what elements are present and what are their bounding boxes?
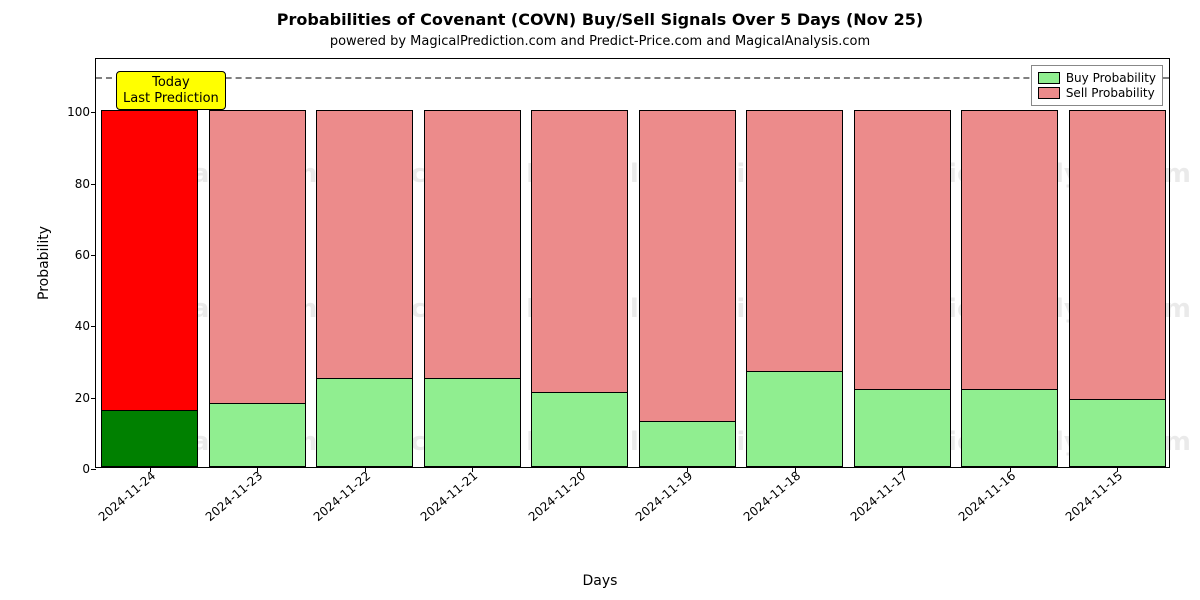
buy-bar	[531, 392, 628, 467]
x-tick-label: 2024-11-16	[954, 467, 1018, 524]
today-callout: Today Last Prediction	[116, 71, 226, 110]
chart-title: Probabilities of Covenant (COVN) Buy/Sel…	[0, 10, 1200, 29]
x-tick-label: 2024-11-15	[1062, 467, 1126, 524]
y-tick-mark	[91, 398, 96, 399]
legend-label: Sell Probability	[1066, 86, 1155, 100]
x-tick-label: 2024-11-21	[417, 467, 481, 524]
legend-swatch	[1038, 87, 1060, 99]
x-axis-label: Days	[583, 573, 618, 589]
buy-bar	[961, 389, 1058, 467]
buy-bar	[639, 421, 736, 467]
callout-line2: Last Prediction	[123, 91, 219, 107]
y-tick-mark	[91, 112, 96, 113]
chart-subtitle: powered by MagicalPrediction.com and Pre…	[0, 34, 1200, 49]
sell-bar	[639, 110, 736, 467]
buy-bar	[209, 403, 306, 467]
y-axis-label: Probability	[36, 226, 52, 300]
x-tick-label: 2024-11-18	[739, 467, 803, 524]
legend-label: Buy Probability	[1066, 71, 1156, 85]
legend-item: Sell Probability	[1038, 86, 1156, 100]
y-tick-mark	[91, 469, 96, 470]
y-tick-mark	[91, 184, 96, 185]
y-tick-mark	[91, 326, 96, 327]
buy-bar	[746, 371, 843, 467]
legend: Buy ProbabilitySell Probability	[1031, 65, 1163, 106]
legend-swatch	[1038, 72, 1060, 84]
callout-line1: Today	[123, 75, 219, 91]
y-tick-mark	[91, 255, 96, 256]
legend-item: Buy Probability	[1038, 71, 1156, 85]
x-tick-label: 2024-11-17	[847, 467, 911, 524]
buy-bar	[101, 410, 198, 467]
plot-area: Probability MagicalAnalysis.comMagicalAn…	[95, 58, 1170, 468]
x-tick-label: 2024-11-19	[632, 467, 696, 524]
buy-bar	[424, 378, 521, 467]
x-tick-label: 2024-11-22	[309, 467, 373, 524]
x-tick-label: 2024-11-24	[94, 467, 158, 524]
buy-bar	[854, 389, 951, 467]
bars-layer	[96, 59, 1169, 467]
figure: Probabilities of Covenant (COVN) Buy/Sel…	[0, 0, 1200, 600]
x-tick-label: 2024-11-20	[524, 467, 588, 524]
x-tick-label: 2024-11-23	[202, 467, 266, 524]
buy-bar	[1069, 399, 1166, 467]
buy-bar	[316, 378, 413, 467]
